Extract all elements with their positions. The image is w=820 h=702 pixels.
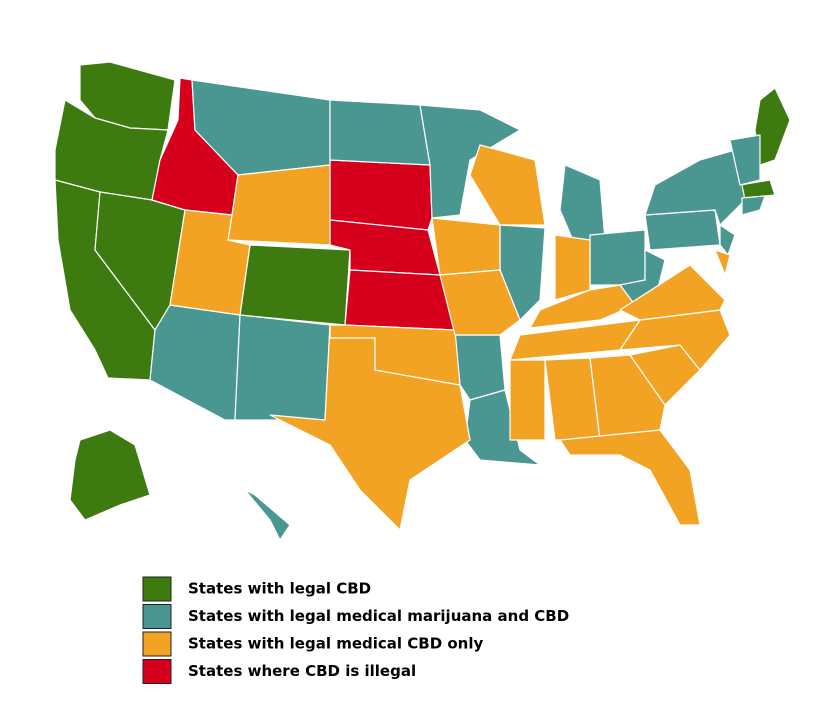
legend-label: States where CBD is illegal (188, 662, 416, 680)
state (419, 104, 521, 219)
state (169, 209, 251, 316)
state (431, 217, 501, 276)
state (714, 249, 731, 276)
state (589, 354, 666, 441)
legend-swatch (142, 576, 172, 602)
state (227, 164, 331, 246)
legend-label: States with legal medical marijuana and … (188, 607, 569, 625)
state (589, 229, 646, 286)
legend: States with legal CBD States with legal m… (142, 576, 569, 684)
state (619, 264, 726, 321)
state (469, 144, 546, 226)
legend-swatch (142, 631, 172, 657)
state (69, 429, 151, 521)
state (754, 87, 791, 166)
state (439, 269, 521, 336)
state (329, 99, 431, 166)
state (729, 134, 761, 186)
states (54, 61, 791, 541)
state (244, 489, 291, 541)
state (509, 359, 546, 441)
legend-swatch (142, 659, 172, 684)
state (329, 159, 433, 231)
state (741, 195, 766, 216)
state (239, 244, 351, 326)
legend-swatch (142, 604, 172, 629)
legend-label: States with legal CBD (188, 580, 371, 598)
state (454, 334, 506, 401)
state (149, 304, 241, 421)
state (644, 149, 746, 226)
state (509, 319, 641, 361)
state (554, 234, 591, 301)
state (719, 224, 736, 256)
legend-label: States with legal medical CBD only (188, 635, 483, 653)
state (559, 164, 606, 246)
state (344, 269, 456, 331)
state (559, 429, 701, 526)
state (644, 209, 721, 251)
state (234, 314, 331, 421)
state (329, 324, 461, 386)
